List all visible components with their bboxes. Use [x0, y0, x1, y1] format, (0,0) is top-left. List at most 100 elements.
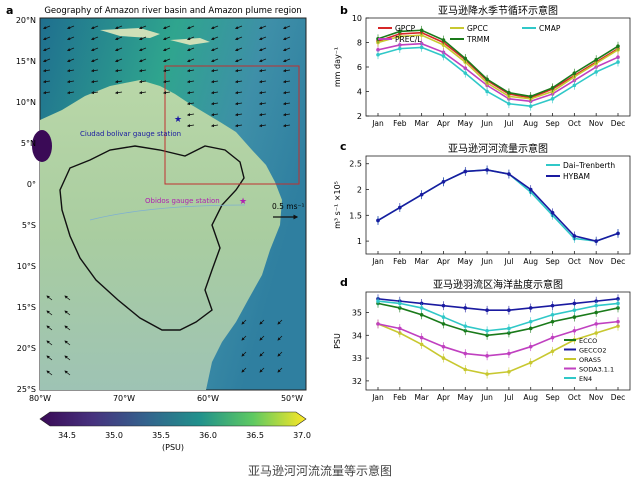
wind-vector: [210, 25, 219, 30]
y-tick-label: 2: [357, 186, 362, 195]
data-point: [572, 315, 577, 319]
data-point: [572, 83, 577, 88]
wind-vector: [138, 69, 147, 73]
data-point: [485, 333, 489, 338]
data-point: [572, 71, 577, 75]
wind-vector: [162, 69, 171, 73]
x-tick-label: Mar: [415, 257, 430, 266]
lon-label: 60°W: [197, 394, 219, 403]
wind-vector: [282, 36, 291, 41]
data-point: [463, 71, 468, 75]
y-tick-label: 35: [352, 309, 362, 318]
data-point: [376, 322, 380, 326]
legend-label: GECCO2: [579, 347, 606, 355]
station1-label: Ciudad bolivar gauge station: [80, 130, 181, 138]
data-point: [616, 324, 620, 328]
wind-vector: [138, 58, 147, 63]
data-point: [398, 301, 402, 306]
wind-vector: [90, 80, 99, 84]
wind-vector: [186, 25, 195, 30]
data-point: [550, 97, 555, 101]
x-tick-label: Jun: [480, 393, 493, 402]
data-point: [398, 205, 402, 210]
data-point: [463, 324, 468, 328]
wind-vector: [114, 25, 123, 30]
data-point: [528, 104, 533, 108]
legend-label: HYBAM: [563, 172, 590, 181]
y-axis-label: PSU: [333, 333, 342, 349]
wind-vector: [66, 36, 75, 41]
wind-vector: [234, 47, 243, 52]
y-axis-label: m³ s⁻¹ ×10⁵: [333, 181, 342, 229]
chart-panel-d: 亚马逊羽流区海洋盐度示意图 PSU 32 33 34 35 Jan Feb Mar Apr May J…: [333, 278, 631, 402]
wind-vector: [114, 47, 123, 52]
data-point: [550, 86, 555, 90]
wind-vector: [46, 325, 53, 331]
wind-vector: [210, 80, 219, 84]
map-islands: [100, 28, 160, 38]
wind-vector: [277, 335, 283, 341]
data-point: [507, 172, 511, 176]
data-point: [528, 94, 533, 99]
lat-axis: 20°N 15°N 10°N 5°N 0° 5°S 10°S 15°S 20°S…: [16, 16, 36, 394]
legend-label: TRMM: [466, 35, 490, 44]
ciudad-bolivar-star-icon: ★: [174, 115, 182, 125]
wind-vector: [258, 36, 267, 41]
wind-vector: [282, 91, 291, 95]
data-point: [507, 90, 511, 95]
line-panels: 亚马逊降水季节循环示意图 mm day⁻¹ 2 4 6 8 10 Jan Feb Mar Apr Ma…: [333, 4, 631, 402]
x-tick-label: Jun: [480, 119, 493, 128]
vector-ref-label: 0.5 ms⁻¹: [272, 202, 305, 211]
data-point: [550, 335, 555, 340]
wind-vector: [259, 351, 265, 357]
data-point: [419, 335, 424, 340]
legend-label: GPCC: [467, 24, 488, 33]
series-line-trmm: [377, 29, 619, 98]
data-point: [441, 344, 446, 349]
wind-vector: [42, 25, 51, 30]
wind-vector: [64, 355, 71, 361]
wind-vector: [234, 69, 243, 73]
wind-vector: [138, 36, 147, 41]
map-frame: ★ Ciudad bolivar gauge station ★ Obidos …: [32, 17, 307, 391]
legend-label: SODA3.1.1: [579, 366, 614, 374]
panel-a-letter: a: [6, 4, 13, 17]
data-point: [441, 322, 446, 326]
data-point: [572, 328, 577, 333]
data-point: [507, 326, 511, 331]
obidos-star-icon: ★: [239, 197, 247, 207]
lon-label: 70°W: [113, 394, 135, 403]
panel-d-letter: d: [340, 276, 348, 289]
wind-vector: [282, 102, 291, 106]
wind-vector: [258, 124, 267, 128]
wind-vector: [42, 80, 51, 84]
data-point: [594, 322, 598, 326]
lat-label: 0°: [27, 180, 36, 189]
lat-label: 10°N: [16, 98, 36, 107]
wind-vector: [234, 80, 243, 84]
wind-vector: [90, 36, 99, 41]
data-point: [528, 187, 533, 192]
x-tick-label: Apr: [437, 119, 451, 128]
wind-vector: [42, 69, 51, 73]
river-amazon: [89, 204, 246, 221]
legend-label: EN4: [579, 375, 592, 383]
data-point: [419, 306, 424, 310]
data-point: [419, 301, 424, 306]
series-line-hybam: [377, 169, 619, 242]
x-tick-label: May: [458, 393, 474, 402]
data-point: [485, 308, 489, 313]
wind-vector: [162, 58, 171, 63]
wind-vector: [162, 91, 171, 95]
wind-vector: [258, 58, 267, 63]
data-point: [616, 60, 620, 64]
data-point: [572, 234, 577, 238]
colorbar-tick: 36.0: [199, 431, 217, 440]
wind-vector: [90, 25, 99, 30]
y-tick-label: 33: [352, 354, 362, 363]
x-tick-label: Mar: [415, 119, 430, 128]
wind-vector: [258, 80, 267, 84]
series-line-oras5: [377, 323, 619, 375]
wind-vector: [66, 91, 75, 95]
